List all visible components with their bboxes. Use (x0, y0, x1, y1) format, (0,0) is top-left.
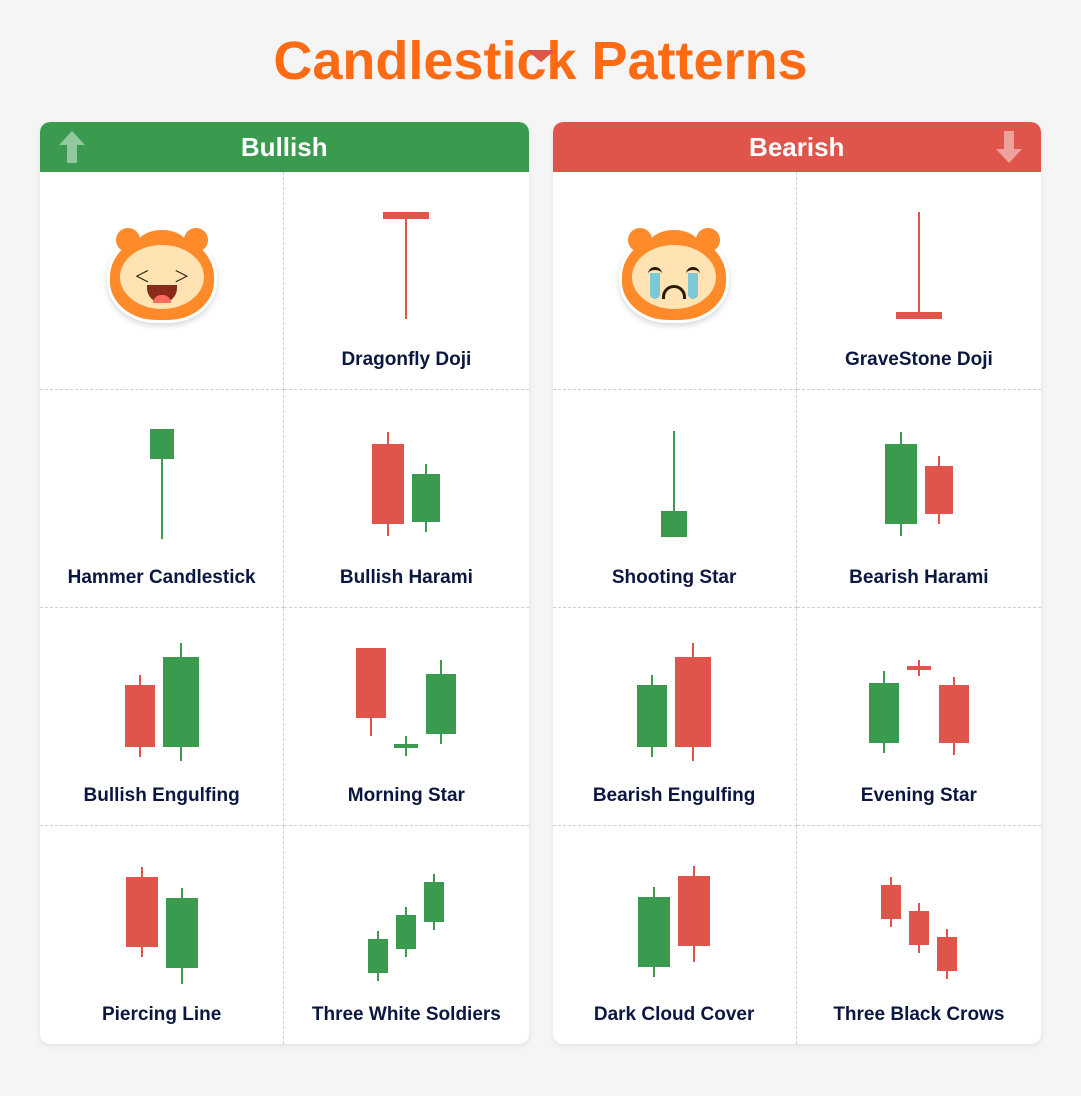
pattern-label: Morning Star (348, 785, 465, 807)
pattern-label: Three White Soldiers (312, 1004, 501, 1026)
candle (383, 212, 429, 319)
pattern-cell: Shooting Star (553, 390, 797, 608)
pattern-label: Bearish Harami (849, 567, 988, 589)
pattern-cell: Bullish Engulfing (40, 608, 284, 826)
panel-bullish-label: Bullish (241, 132, 328, 163)
pattern-cell: Bearish Harami (797, 390, 1041, 608)
pattern-label: Shooting Star (612, 567, 737, 589)
pattern-art (805, 618, 1033, 785)
candle (424, 874, 444, 930)
pattern-label: Bearish Engulfing (593, 785, 756, 807)
candle (426, 660, 456, 744)
candle (150, 429, 174, 539)
panel-bearish-header: Bearish (553, 122, 1042, 172)
panels-row: Bullish ＞＞ Dragonfly Doji Hammer Candlesti… (40, 122, 1041, 1044)
pattern-label: Piercing Line (102, 1004, 221, 1026)
pattern-cell: Morning Star (284, 608, 528, 826)
panel-bullish-header: Bullish (40, 122, 529, 172)
candle (675, 643, 711, 761)
pattern-label: Evening Star (861, 785, 977, 807)
candle (661, 431, 687, 537)
pattern-art (292, 400, 520, 567)
pattern-label: Hammer Candlestick (68, 567, 256, 589)
candle (937, 929, 957, 979)
pattern-art (48, 400, 275, 567)
pattern-label: GraveStone Doji (845, 349, 993, 371)
pattern-art: ＞＞ (48, 182, 275, 371)
pattern-label: Dragonfly Doji (341, 349, 471, 371)
candle (881, 877, 901, 927)
panel-bearish: Bearish GraveStone Doji Shooting Star Bear… (553, 122, 1042, 1044)
panel-bearish-label: Bearish (749, 132, 844, 163)
pattern-cell: Evening Star (797, 608, 1041, 826)
pattern-art (48, 618, 275, 785)
pattern-art (561, 836, 788, 1004)
candle (939, 677, 969, 755)
candle (869, 671, 899, 753)
candle (166, 888, 198, 984)
candle (396, 907, 416, 957)
panel-bearish-grid: GraveStone Doji Shooting Star Bearish Hara… (553, 172, 1042, 1044)
candle (637, 675, 667, 757)
pattern-cell: Dragonfly Doji (284, 172, 528, 390)
candle (412, 464, 440, 532)
pattern-cell: ＞＞ (40, 172, 284, 390)
pattern-art (292, 182, 520, 349)
pattern-cell: Three White Soldiers (284, 826, 528, 1044)
pattern-art (292, 836, 520, 1004)
candle (368, 931, 388, 981)
candle (638, 887, 670, 977)
pattern-art (292, 618, 520, 785)
candle (925, 456, 953, 524)
candle (126, 867, 158, 957)
candle (885, 432, 917, 536)
pattern-cell: Bearish Engulfing (553, 608, 797, 826)
pattern-art (561, 618, 788, 785)
candle (896, 212, 942, 319)
pattern-cell: GraveStone Doji (797, 172, 1041, 390)
candle (372, 432, 404, 536)
pattern-art (561, 182, 788, 371)
pattern-cell: Hammer Candlestick (40, 390, 284, 608)
candle (394, 736, 418, 756)
pattern-art (561, 400, 788, 567)
candle (907, 660, 931, 676)
mascot-sad-icon (619, 231, 729, 323)
pattern-label: Three Black Crows (833, 1004, 1004, 1026)
pattern-label: Dark Cloud Cover (594, 1004, 754, 1026)
candle (163, 643, 199, 761)
mascot-happy-icon: ＞＞ (107, 231, 217, 323)
pattern-art (805, 182, 1033, 349)
pattern-art (805, 400, 1033, 567)
panel-bullish: Bullish ＞＞ Dragonfly Doji Hammer Candlesti… (40, 122, 529, 1044)
pattern-label: Bullish Engulfing (84, 785, 240, 807)
candle (356, 648, 386, 736)
pattern-cell: Three Black Crows (797, 826, 1041, 1044)
pattern-art (48, 836, 275, 1004)
pattern-cell: Piercing Line (40, 826, 284, 1044)
arrow-down-icon (987, 125, 1031, 169)
candle (909, 903, 929, 953)
arrow-up-icon (50, 125, 94, 169)
pattern-cell: Bullish Harami (284, 390, 528, 608)
pattern-cell: Dark Cloud Cover (553, 826, 797, 1044)
pattern-cell (553, 172, 797, 390)
pattern-art (805, 836, 1033, 1004)
candle (678, 866, 710, 962)
pattern-label: Bullish Harami (340, 567, 473, 589)
panel-bullish-grid: ＞＞ Dragonfly Doji Hammer Candlestick Bullis… (40, 172, 529, 1044)
candle (125, 675, 155, 757)
